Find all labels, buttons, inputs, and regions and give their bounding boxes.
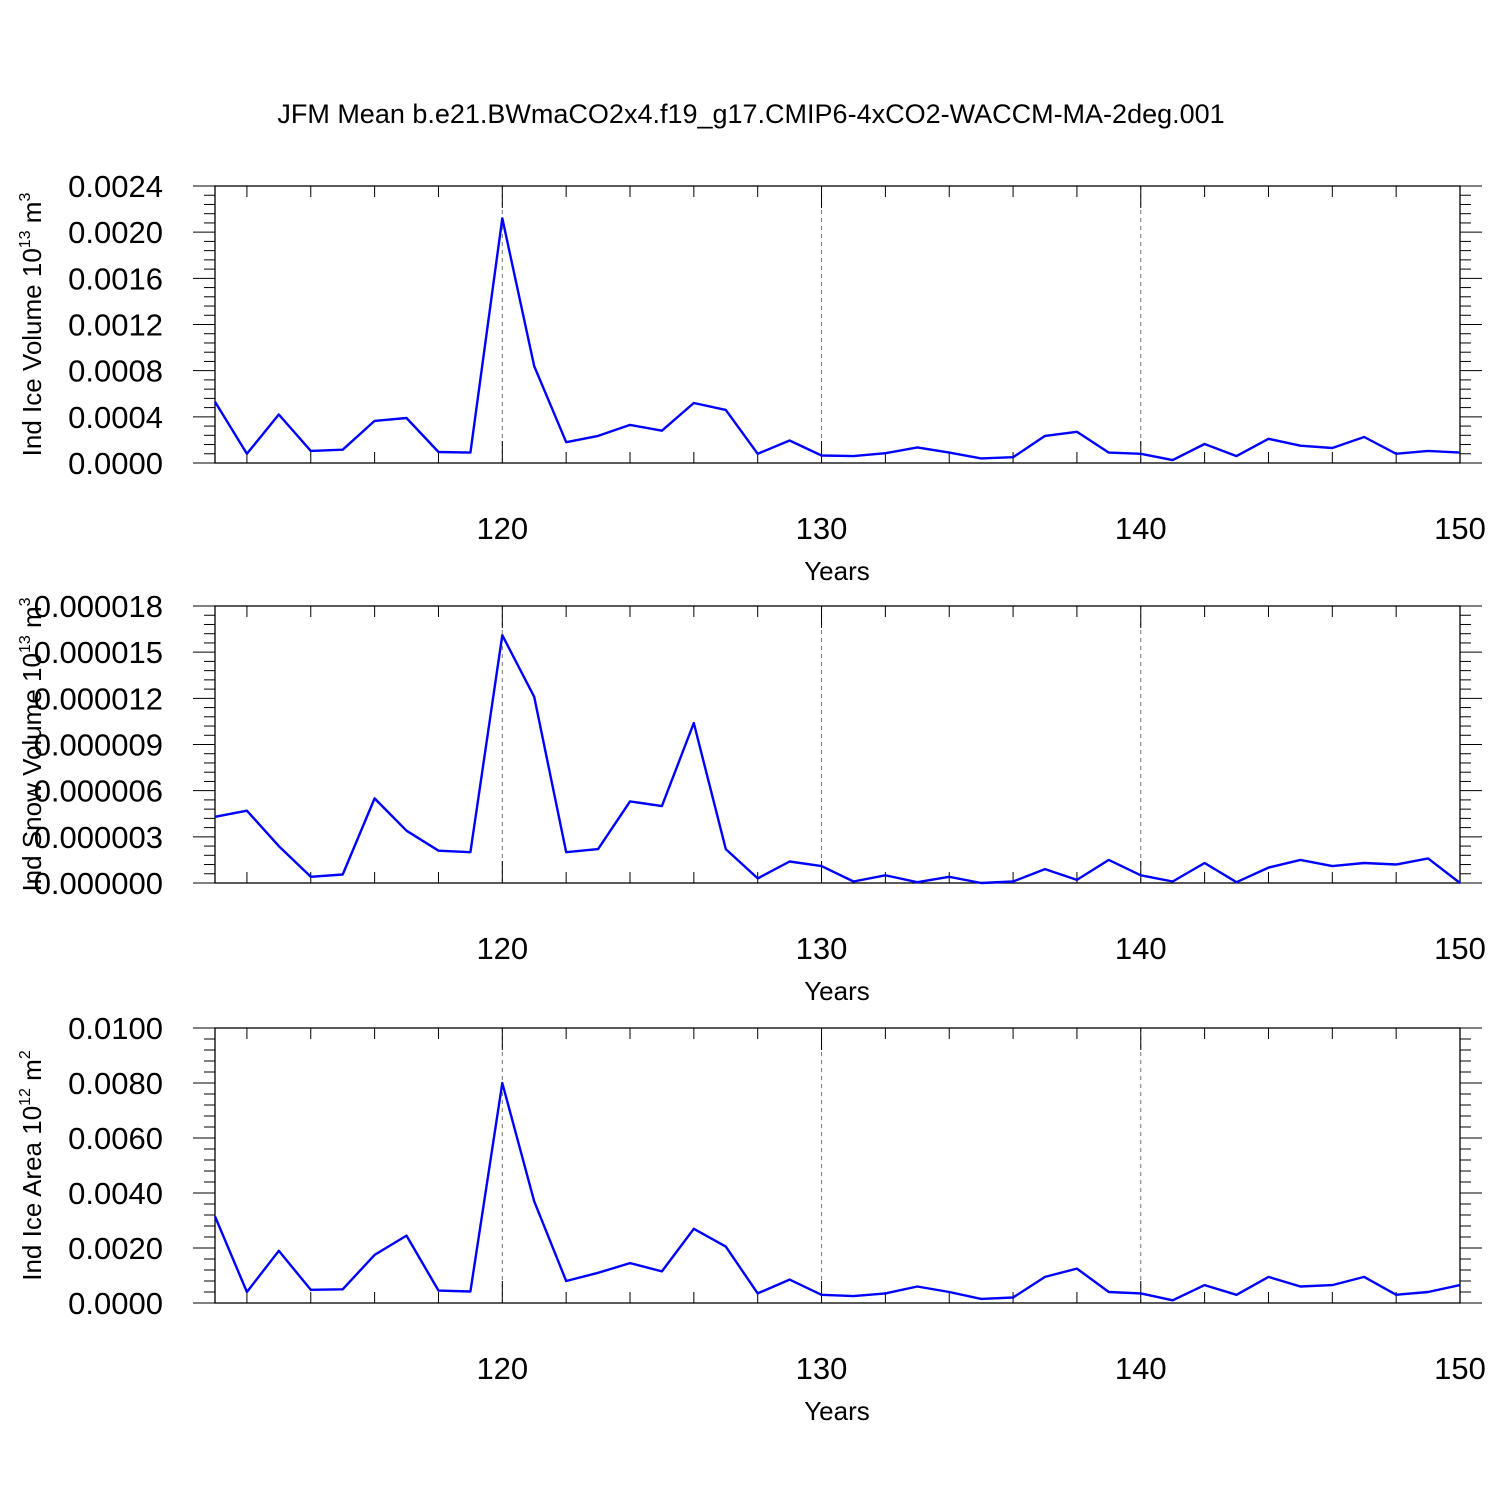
y-tick-label: 0.000015: [34, 635, 163, 670]
x-tick-label: 120: [476, 931, 528, 966]
ylab-text: Ind Ice Volume 10: [17, 248, 47, 456]
series-line: [213, 1081, 1461, 1302]
y-tick-label: 0.0008: [68, 354, 163, 389]
ylab-text: Ind Snow Volume 10: [17, 653, 47, 892]
y-tick-label: 0.0012: [68, 308, 163, 343]
panels: 0.00000.00040.00080.00120.00160.00200.00…: [17, 169, 1486, 1426]
y-tick-label: 0.0000: [68, 1286, 163, 1321]
ylab-exponent: 13: [17, 230, 34, 248]
plot-frame: [214, 1027, 1461, 1304]
ylab-unit-exponent: 3: [17, 193, 34, 202]
y-tick-label: 0.000006: [34, 774, 163, 809]
x-tick-label: 150: [1434, 931, 1486, 966]
ylab-text: Ind Ice Area 10: [17, 1106, 47, 1281]
x-axis-title: Years: [804, 976, 870, 1006]
y-tick-label: 0.0080: [68, 1066, 163, 1101]
x-tick-label: 140: [1115, 931, 1167, 966]
ylab-exponent: 13: [17, 635, 34, 653]
series-line: [214, 634, 1461, 885]
y-tick-label: 0.0060: [68, 1121, 163, 1156]
x-axis-title: Years: [804, 556, 870, 586]
chart-panel-2: 0.000000 0.000003 0.000006 0.000009 0.000012…: [17, 589, 1486, 1006]
x-tick-label: 140: [1115, 511, 1167, 546]
y-tick-label: 0.0004: [68, 400, 163, 435]
ylab-unit: m: [17, 1059, 47, 1088]
y-tick-label: 0.0000: [68, 446, 163, 481]
chart-panel-3: 0.0000 0.0020 0.0040 0.0060 0.0080 0.0100 120 1…: [17, 1011, 1486, 1426]
x-tick-label: 150: [1434, 1351, 1486, 1386]
y-axis-title: Ind Ice Volume 1013 m3: [17, 193, 47, 457]
y-tick-label: 0.000018: [34, 589, 163, 624]
y-axis-title: Ind Ice Area 1012 m2: [17, 1050, 47, 1281]
x-tick-label: 120: [476, 511, 528, 546]
y-tick-label: 0.0024: [68, 169, 163, 204]
series-line: [213, 217, 1461, 462]
figure-title: JFM Mean b.e21.BWmaCO2x4.f19_g17.CMIP6-4…: [277, 99, 1224, 129]
x-axis-title: Years: [804, 1396, 870, 1426]
x-tick-label: 130: [796, 1351, 848, 1386]
y-tick-label: 0.0016: [68, 261, 163, 296]
y-tick-label: 0.0020: [68, 215, 163, 250]
y-tick-label: 0.0040: [68, 1176, 163, 1211]
ylab-unit: m: [17, 202, 47, 231]
x-tick-label: 120: [476, 1351, 528, 1386]
chart-panel-1: 0.0000 0.0004 0.0008 0.0012 0.0016 0.0020 0.00…: [17, 169, 1486, 586]
ylab-unit-exponent: 3: [17, 597, 34, 606]
y-tick-label: 0.0020: [68, 1231, 163, 1266]
y-tick-label: 0.000003: [34, 820, 163, 855]
y-tick-label: 0.000000: [34, 866, 163, 901]
plot-frame: [214, 185, 1461, 464]
y-tick-label: 0.000012: [34, 681, 163, 716]
x-tick-label: 150: [1434, 511, 1486, 546]
plot-frame: [214, 605, 1461, 884]
y-tick-label: 0.0100: [68, 1011, 163, 1046]
x-tick-label: 130: [796, 511, 848, 546]
ylab-unit: m: [17, 606, 47, 635]
y-tick-label: 0.000009: [34, 728, 163, 763]
x-tick-label: 140: [1115, 1351, 1167, 1386]
ylab-exponent: 12: [17, 1088, 34, 1106]
ylab-unit-exponent: 2: [17, 1050, 34, 1059]
x-tick-label: 130: [796, 931, 848, 966]
y-axis-title: Ind Snow Volume 1013 m3: [17, 597, 47, 891]
